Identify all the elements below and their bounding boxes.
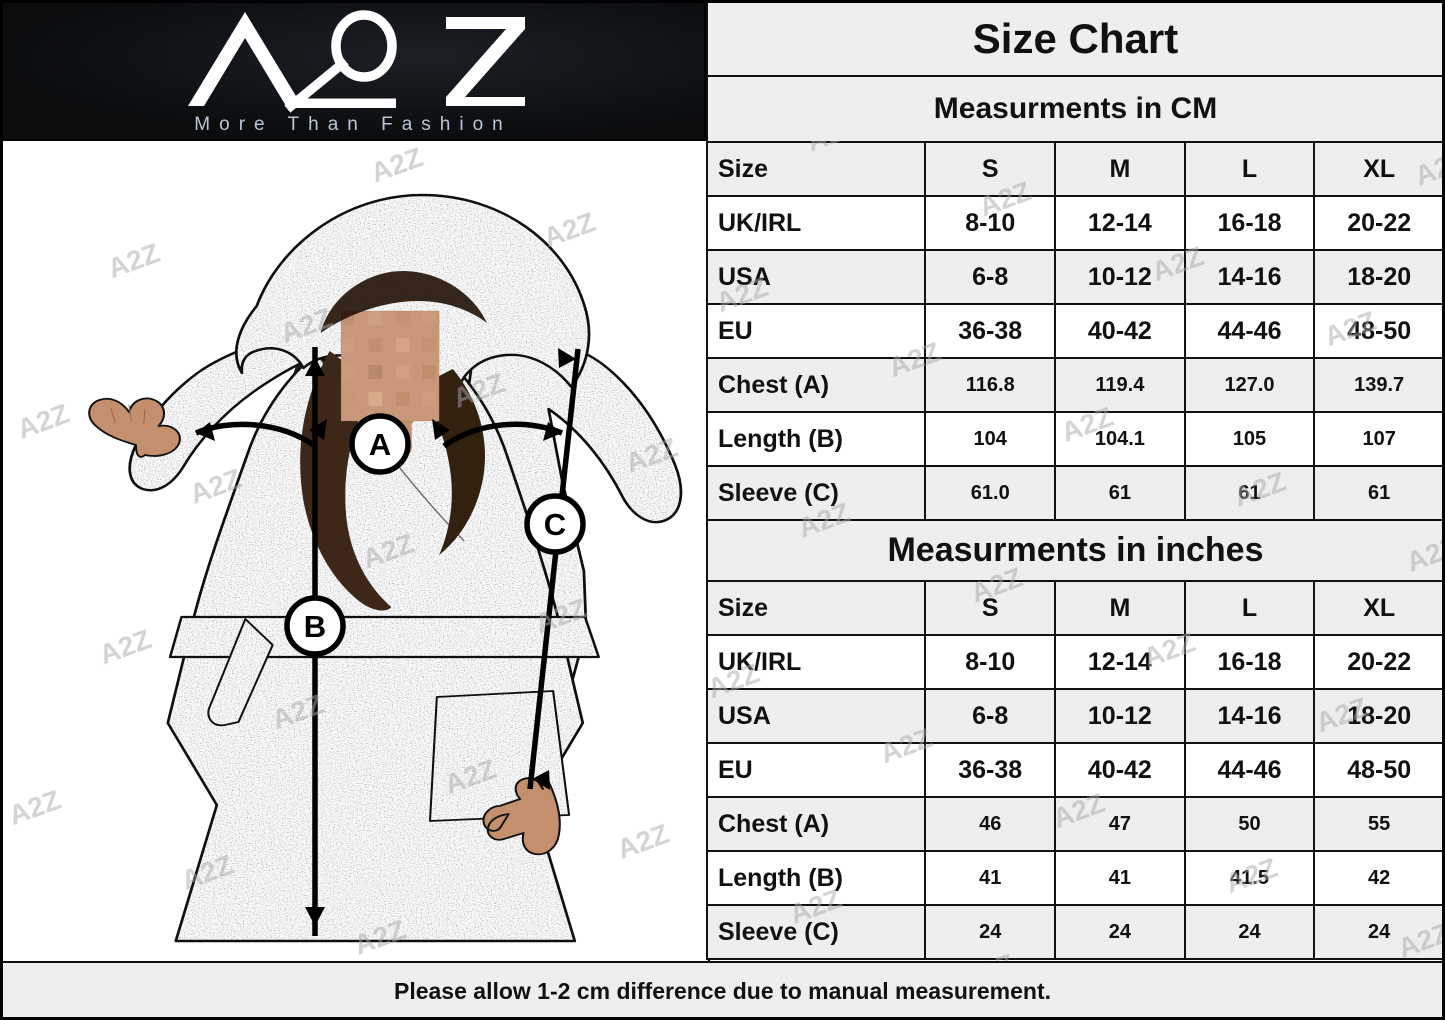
svg-text:B: B [304,609,326,644]
svg-text:C: C [544,507,566,542]
svg-text:A: A [369,427,391,462]
